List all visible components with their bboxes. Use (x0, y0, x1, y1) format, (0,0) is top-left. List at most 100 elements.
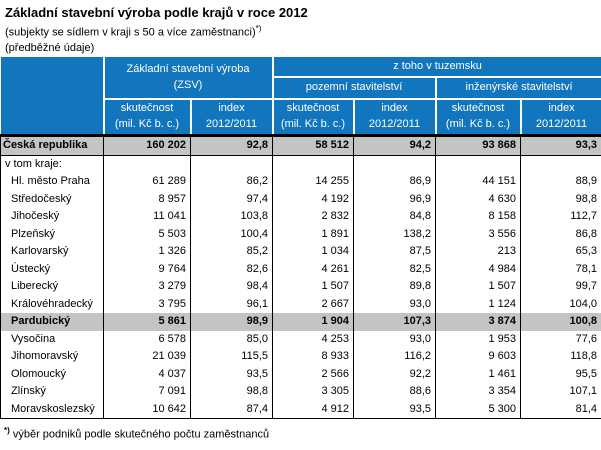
row-label: Liberecký (0, 278, 104, 296)
cell-value: 3 556 (435, 225, 521, 243)
cell-value: 61 289 (103, 173, 191, 191)
row-label: Moravskoslezský (0, 400, 104, 419)
table-row: Královéhradecký 3 795 96,1 2 667 93,0 1 124 10… (0, 295, 601, 313)
footnote: *) výběr podniků podle skutečného počtu … (4, 426, 269, 441)
cell-value: 4 912 (272, 400, 354, 419)
cell-value: 84,8 (353, 208, 436, 226)
cell-value (435, 155, 521, 173)
cell-value: 88,6 (353, 383, 436, 401)
cell-value: 94,2 (353, 134, 436, 156)
index-label: index (548, 102, 575, 115)
cell-value: 115,5 (190, 348, 273, 366)
table-row: v tom kraje: (0, 155, 601, 173)
col-header-zsv-fact: skutečnost (mil. Kč b. c.) (102, 98, 192, 137)
cell-value: 9 764 (103, 260, 191, 278)
col-header-building-index: index 2012/2011 (352, 98, 437, 137)
cell-value: 3 795 (103, 295, 191, 313)
cell-value: 1 326 (103, 243, 191, 261)
cell-value: 1 904 (272, 313, 354, 331)
cell-value: 5 861 (103, 313, 191, 331)
cell-value: 4 984 (435, 260, 521, 278)
row-label: v tom kraje: (0, 155, 104, 173)
cell-value: 9 603 (435, 348, 521, 366)
index-label: index (381, 102, 408, 115)
cell-value (519, 155, 601, 173)
cell-value: 4 192 (272, 190, 354, 208)
table-row: Česká republika 160 202 92,8 58 512 94,2 93 8… (0, 134, 601, 156)
cell-value: 7 091 (103, 383, 191, 401)
corner-cell (0, 57, 105, 137)
cell-value: 5 503 (103, 225, 191, 243)
cell-value: 2 566 (272, 365, 354, 383)
cell-value: 93,3 (519, 134, 601, 156)
subtitle: (subjekty se sídlem v kraji s 50 a více … (5, 24, 261, 39)
index-period: 2012/2011 (205, 118, 258, 130)
col-header-civil-fact: skutečnost (mil. Kč b. c.) (434, 98, 522, 137)
cell-value: 1 124 (435, 295, 521, 313)
col-group-zsv-line1: Základní stavební výroba (126, 62, 250, 75)
cell-value: 1 034 (272, 243, 354, 261)
cell-value: 82,5 (353, 260, 436, 278)
cell-value: 103,8 (190, 208, 273, 226)
cell-value: 78,1 (519, 260, 601, 278)
cell-value: 1 507 (272, 278, 354, 296)
cell-value: 58 512 (272, 134, 354, 156)
cell-value: 1 891 (272, 225, 354, 243)
cell-value (190, 155, 273, 173)
cell-value: 4 253 (272, 330, 354, 348)
table-row: Plzeňský 5 503 100,4 1 891 138,2 3 556 86,8 (0, 225, 601, 243)
cell-value: 107,3 (353, 313, 436, 331)
table-row: Středočeský 8 957 97,4 4 192 96,9 4 630 98,8 (0, 190, 601, 208)
cell-value: 88,9 (519, 173, 601, 191)
footnote-marker: *) (4, 426, 10, 435)
row-label: Hl. město Praha (0, 173, 104, 191)
cell-value: 8 158 (435, 208, 521, 226)
cell-value: 95,5 (519, 365, 601, 383)
cell-value: 44 151 (435, 173, 521, 191)
row-label: Jihočeský (0, 208, 104, 226)
col-group-zsv: Základní stavební výroba (ZSV) (102, 57, 274, 100)
cell-value: 98,8 (519, 190, 601, 208)
cell-value (353, 155, 436, 173)
cell-value: 85,2 (190, 243, 273, 261)
cell-value: 21 039 (103, 348, 191, 366)
cell-value: 10 642 (103, 400, 191, 419)
table-row: Liberecký 3 279 98,4 1 507 89,8 1 507 99,7 (0, 278, 601, 296)
cell-value: 97,4 (190, 190, 273, 208)
cell-value: 116,2 (353, 348, 436, 366)
table-row: Ústecký 9 764 82,6 4 261 82,5 4 984 78,1 (0, 260, 601, 278)
cell-value (103, 155, 191, 173)
cell-value: 86,2 (190, 173, 273, 191)
cell-value: 4 630 (435, 190, 521, 208)
index-period: 2012/2011 (368, 118, 421, 130)
fact-unit: (mil. Kč b. c.) (280, 118, 346, 130)
cell-value: 2 667 (272, 295, 354, 313)
row-label: Pardubický (0, 313, 104, 331)
fact-label: skutečnost (120, 102, 174, 115)
cell-value: 3 874 (435, 313, 521, 331)
cell-value: 85,0 (190, 330, 273, 348)
cell-value: 96,9 (353, 190, 436, 208)
row-label: Jihomoravský (0, 348, 104, 366)
preliminary-note: (předběžné údaje) (5, 42, 95, 54)
fact-label: skutečnost (451, 102, 505, 115)
row-label: Středočeský (0, 190, 104, 208)
row-label: Vysočina (0, 330, 104, 348)
table-header: Základní stavební výroba (ZSV) z toho v … (0, 57, 601, 137)
cell-value: 87,4 (190, 400, 273, 419)
row-label: Zlínský (0, 383, 104, 401)
cell-value: 93,5 (353, 400, 436, 419)
cell-value: 92,8 (190, 134, 273, 156)
row-label: Královéhradecký (0, 295, 104, 313)
cell-value: 138,2 (353, 225, 436, 243)
cell-value: 2 832 (272, 208, 354, 226)
cell-value: 81,4 (519, 400, 601, 419)
cell-value: 4 261 (272, 260, 354, 278)
cell-value: 98,8 (190, 383, 273, 401)
col-group-civil: inženýrské stavitelství (434, 76, 601, 100)
subtitle-text: (subjekty se sídlem v kraji s 50 a více … (5, 26, 256, 39)
cell-value: 77,6 (519, 330, 601, 348)
cell-value: 82,6 (190, 260, 273, 278)
table-row: Hl. město Praha 61 289 86,2 14 255 86,9 44 15… (0, 173, 601, 191)
